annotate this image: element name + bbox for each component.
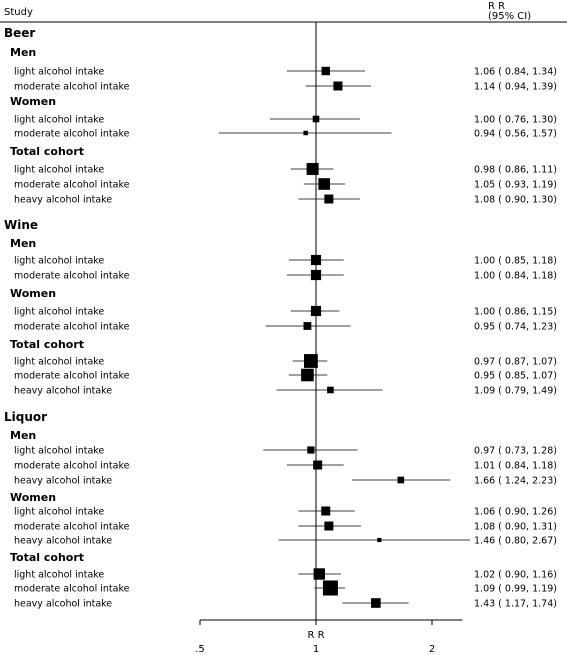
point-estimate-marker [301,368,314,382]
estimate-label: 0.95 ( 0.85, 1.07) [474,371,557,382]
estimate-label: 1.08 ( 0.90, 1.31) [474,522,557,533]
study-label: heavy alcohol intake [14,476,112,487]
estimate-label: 1.14 ( 0.94, 1.39) [474,82,557,93]
study-label: light alcohol intake [14,507,104,518]
estimate-label: 1.66 ( 1.24, 2.23) [474,476,557,487]
rows-layer: .5 1 2 Beer Men light alcohol intake 1.06 ( 0.… [4,22,557,655]
point-estimate-marker [313,460,323,470]
estimate-label: 0.97 ( 0.73, 1.28) [474,446,557,457]
study-label: heavy alcohol intake [14,536,112,547]
estimate-label: 0.97 ( 0.87, 1.07) [474,357,557,368]
point-estimate-marker [321,506,331,516]
point-estimate-marker [307,446,315,454]
estimate-label: 1.06 ( 0.90, 1.26) [474,507,557,518]
point-estimate-marker [321,66,330,76]
x-tick-label: 2 [429,644,435,655]
x-tick-label: 1 [313,644,319,655]
point-estimate-marker [312,115,320,123]
subgroup-label: Women [10,287,56,300]
study-label: moderate alcohol intake [14,129,130,140]
study-label: moderate alcohol intake [14,322,130,333]
study-label: moderate alcohol intake [14,271,130,282]
estimate-label: 1.09 ( 0.99, 1.19) [474,584,557,595]
point-estimate-marker [318,178,330,190]
point-estimate-marker [324,521,334,531]
x-axis-title: R R [307,630,324,641]
subgroup-label: Total cohort [10,145,84,158]
estimate-label: 0.94 ( 0.56, 1.57) [474,129,557,140]
point-estimate-marker [304,354,318,368]
point-estimate-marker [371,598,381,608]
point-estimate-marker [322,580,338,596]
estimate-label: 1.43 ( 1.17, 1.74) [474,599,557,610]
study-label: heavy alcohol intake [14,386,112,397]
point-estimate-marker [310,305,322,317]
subgroup-label: Total cohort [10,338,84,351]
estimate-label: 1.00 ( 0.84, 1.18) [474,271,557,282]
point-estimate-marker [303,322,312,330]
point-estimate-marker [333,81,343,91]
subgroup-label: Men [10,429,36,442]
header-ci: (95% CI) [488,11,531,22]
subgroup-label: Men [10,46,36,59]
group-label: Liquor [4,410,47,424]
subgroup-label: Women [10,95,56,108]
estimate-label: 1.05 ( 0.93, 1.19) [474,180,557,191]
point-estimate-marker [313,568,326,580]
estimate-label: 1.00 ( 0.86, 1.15) [474,307,557,318]
study-label: light alcohol intake [14,67,104,78]
estimate-label: 1.08 ( 0.90, 1.30) [474,195,557,206]
estimate-label: 1.01 ( 0.84, 1.18) [474,461,557,472]
point-estimate-marker [377,537,382,543]
point-estimate-marker [310,269,322,281]
study-label: light alcohol intake [14,357,104,368]
estimate-label: 1.06 ( 0.84, 1.34) [474,67,557,78]
point-estimate-marker [327,386,334,394]
group-label: Wine [4,218,38,232]
x-tick-label: .5 [195,644,205,655]
estimate-label: 1.09 ( 0.79, 1.49) [474,386,557,397]
study-label: moderate alcohol intake [14,584,130,595]
estimate-label: 1.00 ( 0.76, 1.30) [474,115,557,126]
estimate-label: 0.98 ( 0.86, 1.11) [474,165,557,176]
study-label: light alcohol intake [14,446,104,457]
point-estimate-marker [306,163,319,175]
header-study: Study [4,7,33,18]
subgroup-label: Women [10,491,56,504]
point-estimate-marker [303,130,308,136]
estimate-label: 0.95 ( 0.74, 1.23) [474,322,557,333]
study-label: moderate alcohol intake [14,371,130,382]
study-label: moderate alcohol intake [14,461,130,472]
point-estimate-marker [397,476,405,484]
study-label: heavy alcohol intake [14,195,112,206]
study-label: moderate alcohol intake [14,180,130,191]
study-label: moderate alcohol intake [14,82,130,93]
subgroup-label: Men [10,237,36,250]
estimate-label: 1.46 ( 0.80, 2.67) [474,536,557,547]
point-estimate-marker [310,254,322,266]
point-estimate-marker [324,194,334,204]
study-label: light alcohol intake [14,256,104,267]
estimate-label: 1.02 ( 0.90, 1.16) [474,570,557,581]
group-label: Beer [4,26,35,40]
study-label: light alcohol intake [14,115,104,126]
study-label: heavy alcohol intake [14,599,112,610]
estimate-label: 1.00 ( 0.85, 1.18) [474,256,557,267]
study-label: light alcohol intake [14,570,104,581]
study-label: light alcohol intake [14,307,104,318]
study-label: moderate alcohol intake [14,522,130,533]
study-label: light alcohol intake [14,165,104,176]
subgroup-label: Total cohort [10,551,84,564]
header-rr: R R [488,1,505,12]
